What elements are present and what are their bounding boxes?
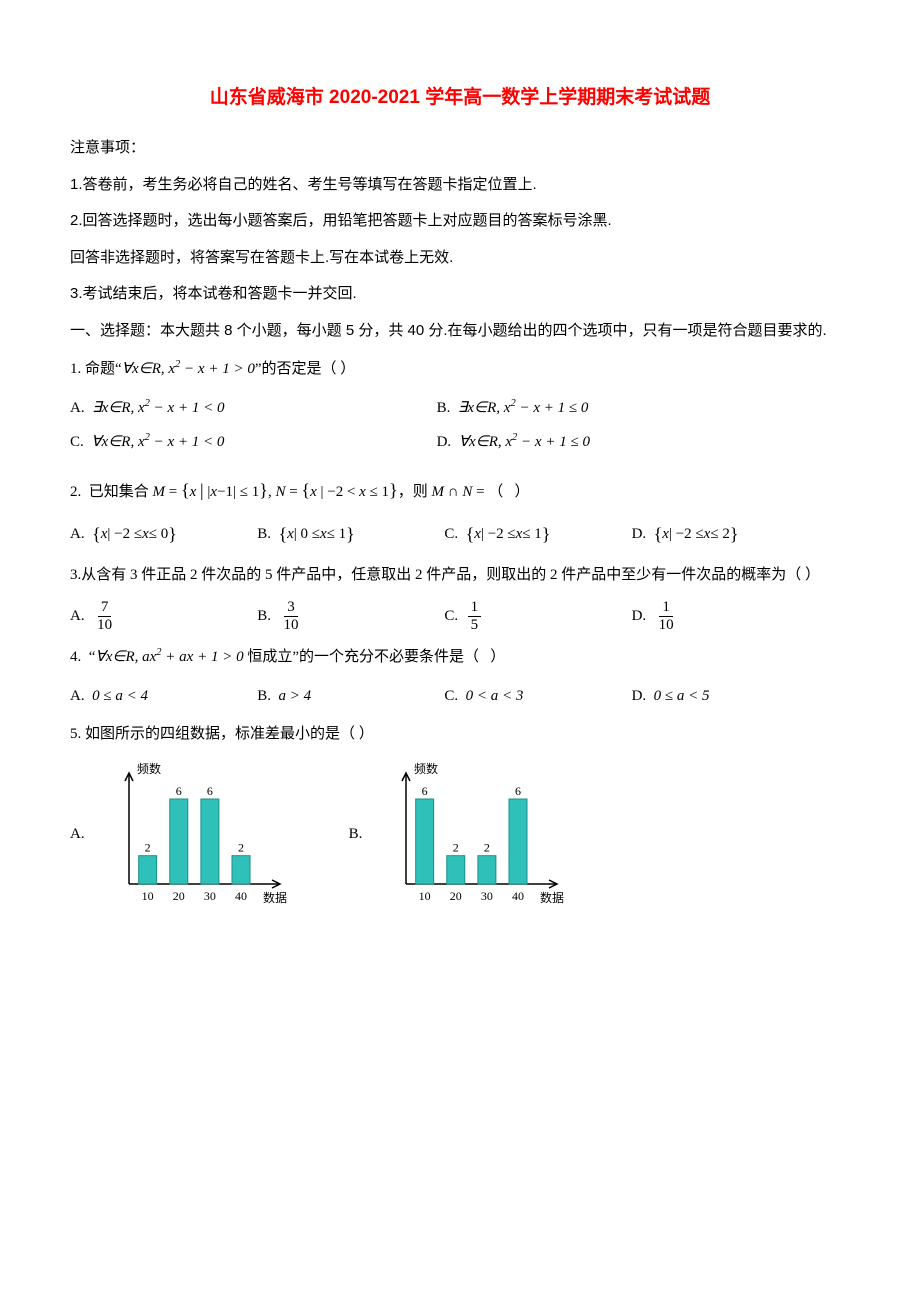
- svg-text:6: 6: [206, 784, 212, 798]
- notice-3: 3.考试结束后，将本试卷和答题卡一并交回.: [70, 280, 850, 309]
- svg-text:10: 10: [419, 889, 431, 903]
- q3-options: A. 710 B. 310 C. 15 D. 110: [70, 599, 850, 633]
- q1-opt-c: C. ∀x∈R, x2 − x + 1 < 0: [70, 428, 437, 457]
- q4-opt-a: A. 0 ≤ a < 4: [70, 682, 257, 711]
- section-1-header: 一、选择题：本大题共 8 个小题，每小题 5 分，共 40 分.在每小题给出的四…: [70, 317, 850, 346]
- q3d-num: 1: [659, 599, 673, 617]
- opt-label-c: C.: [444, 602, 458, 631]
- question-4: 4. “∀x∈R, ax2 + ax + 1 > 0 恒成立”的一个充分不必要条…: [70, 643, 850, 672]
- q4-options: A. 0 ≤ a < 4 B. a > 4 C. 0 < a < 3 D. 0 …: [70, 682, 850, 711]
- svg-text:2: 2: [453, 841, 459, 855]
- q4-opt-b: B. a > 4: [257, 682, 444, 711]
- opt-label-a: A.: [70, 394, 85, 423]
- q5-label-a: A.: [70, 820, 85, 849]
- opt-label-b: B.: [257, 602, 271, 631]
- q3b-num: 3: [284, 599, 298, 617]
- svg-text:2: 2: [238, 841, 244, 855]
- opt-label-d: D.: [632, 520, 647, 549]
- q5-chart-a: 频数数据 2 10 6 20 6 30 2 40: [99, 759, 289, 909]
- q2-opt-a: A. {x | −2 ≤ x ≤ 0}: [70, 517, 257, 551]
- q1-options: A. ∃x∈R, x2 − x + 1 < 0 B. ∃x∈R, x2 − x …: [70, 394, 850, 463]
- q2-opt-d: D. {x | −2 ≤ x ≤ 2}: [632, 517, 819, 551]
- notice-2: 2.回答选择题时，选出每小题答案后，用铅笔把答题卡上对应题目的答案标号涂黑.: [70, 207, 850, 236]
- opt-label-d: D.: [437, 428, 452, 457]
- svg-text:10: 10: [141, 889, 153, 903]
- q2-options: A. {x | −2 ≤ x ≤ 0} B. {x | 0 ≤ x ≤ 1} C…: [70, 517, 850, 551]
- q3a-den: 10: [94, 617, 115, 634]
- opt-label-c: C.: [70, 428, 84, 457]
- svg-text:频数: 频数: [137, 761, 161, 776]
- opt-label-b: B.: [257, 682, 271, 711]
- q1-stem-post: ”的否定是（ ）: [255, 361, 355, 377]
- q5-charts: A. 频数数据 2 10 6 20 6 30 2 40 B. 频数数据 6 10 2 20 2 30 6 40: [70, 759, 850, 909]
- svg-text:30: 30: [481, 889, 493, 903]
- question-3: 3.从含有 3 件正品 2 件次品的 5 件产品中，任意取出 2 件产品，则取出…: [70, 561, 850, 590]
- question-5: 5. 如图所示的四组数据，标准差最小的是（ ）: [70, 720, 850, 749]
- opt-label-a: A.: [70, 682, 85, 711]
- opt-label-b: B.: [257, 520, 271, 549]
- q5-chart-b-item: B. 频数数据 6 10 2 20 2 30 6 40: [349, 759, 567, 909]
- svg-text:频数: 频数: [414, 761, 438, 776]
- q5-label-b: B.: [349, 820, 363, 849]
- q3-opt-c: C. 15: [444, 599, 631, 633]
- svg-text:6: 6: [422, 784, 428, 798]
- notice-2b: 回答非选择题时，将答案写在答题卡上.写在本试卷上无效.: [70, 244, 850, 273]
- svg-text:2: 2: [484, 841, 490, 855]
- q3c-num: 1: [468, 599, 482, 617]
- q3b-den: 10: [280, 617, 301, 634]
- q1-stem-pre: 1. 命题“: [70, 361, 122, 377]
- q3-opt-d: D. 110: [632, 599, 819, 633]
- svg-text:40: 40: [512, 889, 524, 903]
- svg-text:30: 30: [203, 889, 215, 903]
- opt-label-c: C.: [444, 520, 458, 549]
- q4-opt-d: D. 0 ≤ a < 5: [632, 682, 819, 711]
- opt-label-c: C.: [444, 682, 458, 711]
- q5-chart-b: 频数数据 6 10 2 20 2 30 6 40: [376, 759, 566, 909]
- q3-opt-b: B. 310: [257, 599, 444, 633]
- opt-label-a: A.: [70, 602, 85, 631]
- q2-opt-b: B. {x | 0 ≤ x ≤ 1}: [257, 517, 444, 551]
- svg-text:数据: 数据: [263, 890, 287, 905]
- q5-chart-a-item: A. 频数数据 2 10 6 20 6 30 2 40: [70, 759, 289, 909]
- exam-title: 山东省威海市 2020-2021 学年高一数学上学期期末考试试题: [70, 80, 850, 116]
- question-2: 2. 已知集合 M = {x | |x−1| ≤ 1}, N = {x | −2…: [70, 473, 850, 507]
- svg-text:2: 2: [144, 841, 150, 855]
- q3c-den: 5: [468, 617, 482, 634]
- notice-header: 注意事项：: [70, 134, 850, 163]
- question-1: 1. 命题“∀x∈R, x2 − x + 1 > 0”的否定是（ ）: [70, 355, 850, 384]
- q3a-num: 7: [98, 599, 112, 617]
- q4-opt-c: C. 0 < a < 3: [444, 682, 631, 711]
- opt-label-d: D.: [632, 682, 647, 711]
- notice-1: 1.答卷前，考生务必将自己的姓名、考生号等填写在答题卡指定位置上.: [70, 171, 850, 200]
- svg-text:数据: 数据: [540, 890, 564, 905]
- svg-text:6: 6: [175, 784, 181, 798]
- svg-text:6: 6: [515, 784, 521, 798]
- q2-opt-c: C. {x | −2 ≤ x ≤ 1}: [444, 517, 631, 551]
- q3-opt-a: A. 710: [70, 599, 257, 633]
- opt-label-b: B.: [437, 394, 451, 423]
- q1-opt-a: A. ∃x∈R, x2 − x + 1 < 0: [70, 394, 437, 423]
- q1-opt-b: B. ∃x∈R, x2 − x + 1 ≤ 0: [437, 394, 804, 423]
- q1-opt-d: D. ∀x∈R, x2 − x + 1 ≤ 0: [437, 428, 804, 457]
- q3d-den: 10: [656, 617, 677, 634]
- svg-text:20: 20: [450, 889, 462, 903]
- opt-label-d: D.: [632, 602, 647, 631]
- svg-text:40: 40: [235, 889, 247, 903]
- svg-text:20: 20: [172, 889, 184, 903]
- opt-label-a: A.: [70, 520, 85, 549]
